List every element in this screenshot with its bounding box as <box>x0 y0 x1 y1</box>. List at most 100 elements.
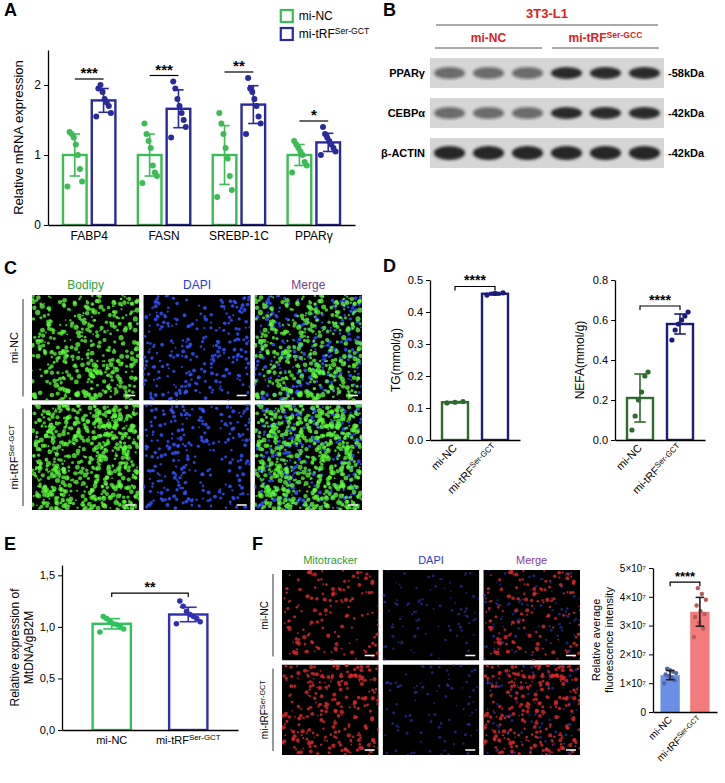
data-point <box>289 170 295 176</box>
stain-speck <box>280 379 282 381</box>
data-point <box>174 96 180 102</box>
stain-speck <box>80 362 85 367</box>
stain-speck <box>129 375 134 380</box>
stain-speck <box>264 365 268 369</box>
stain-speck <box>309 356 312 359</box>
stain-speck <box>132 362 136 366</box>
stain-speck <box>305 315 307 317</box>
stain-speck <box>90 387 93 390</box>
stain-speck <box>165 295 167 297</box>
stain-speck <box>53 337 56 340</box>
data-point <box>253 103 259 109</box>
stain-speck <box>295 302 300 307</box>
stain-speck <box>96 384 99 387</box>
stain-speck <box>62 372 64 374</box>
stain-speck <box>304 358 306 360</box>
stain-speck <box>308 301 312 305</box>
stain-speck <box>150 395 152 397</box>
stain-speck <box>118 323 120 325</box>
stain-speck <box>69 397 72 400</box>
stain-speck <box>289 355 291 357</box>
stain-speck <box>147 350 150 353</box>
stain-speck <box>103 330 107 334</box>
stain-speck <box>127 302 130 305</box>
stain-speck <box>32 428 35 433</box>
stain-speck <box>74 315 77 318</box>
stain-speck <box>45 331 47 333</box>
stain-speck <box>116 455 118 457</box>
stain-speck <box>181 366 183 368</box>
stain-speck <box>102 364 105 367</box>
stain-speck <box>263 375 266 378</box>
stain-speck <box>188 344 192 348</box>
stain-speck <box>322 295 324 297</box>
stain-speck <box>72 359 74 361</box>
stain-speck <box>67 483 72 488</box>
stain-speck <box>282 325 284 327</box>
error-bar-cap <box>70 175 80 177</box>
stain-speck <box>172 342 174 344</box>
stain-speck <box>167 306 170 309</box>
stain-speck <box>179 392 182 395</box>
stain-speck <box>322 372 326 376</box>
stain-speck <box>304 389 309 394</box>
stain-speck <box>49 419 51 421</box>
stain-speck <box>212 389 214 391</box>
stain-speck <box>107 406 109 408</box>
stain-speck <box>100 295 102 297</box>
x-axis: FABP4FASNSREBP-1CPPARγ <box>49 226 356 243</box>
stain-speck <box>318 330 321 333</box>
stain-speck <box>285 330 289 334</box>
microscopy-panel: BodipyDAPIMergemi-NCmi-tRFSer-GCT <box>7 278 364 512</box>
stain-speck <box>132 442 134 444</box>
error-bar-cap <box>173 127 183 129</box>
stain-speck <box>127 449 131 453</box>
size-label: -42kDa <box>668 107 705 119</box>
stain-speck <box>87 349 89 351</box>
stain-speck <box>358 391 361 394</box>
stain-speck <box>335 314 339 318</box>
stain-speck <box>114 393 116 395</box>
stain-speck <box>108 368 110 370</box>
scale-bar <box>237 395 247 397</box>
stain-speck <box>219 354 221 356</box>
error-bar-stem <box>327 133 329 151</box>
stain-speck <box>348 350 351 353</box>
stain-speck <box>281 399 283 401</box>
blot-band <box>473 67 504 79</box>
stain-speck <box>215 329 218 332</box>
stain-speck <box>223 352 225 354</box>
stain-speck <box>113 305 115 307</box>
stain-speck <box>352 375 357 380</box>
data-point <box>79 179 85 185</box>
stain-speck <box>81 481 86 486</box>
stain-speck <box>56 346 60 350</box>
stain-speck <box>184 385 187 388</box>
stain-speck <box>32 370 33 372</box>
stain-speck <box>291 397 294 400</box>
stain-speck <box>64 340 66 342</box>
stain-speck <box>116 359 121 364</box>
panel-label: D <box>383 256 396 276</box>
stain-speck <box>348 398 350 400</box>
error-bar-cap <box>98 88 108 90</box>
stain-speck <box>78 351 80 353</box>
data-point <box>170 79 176 85</box>
stain-speck <box>151 306 154 309</box>
stain-speck <box>107 329 109 331</box>
stain-speck <box>354 362 358 366</box>
legend: mi-NCmi-tRFSer-GCT <box>281 9 370 41</box>
stain-speck <box>32 297 34 300</box>
error-bar <box>70 134 80 176</box>
stain-speck <box>242 338 245 341</box>
stain-speck <box>313 302 317 306</box>
stain-speck <box>199 312 202 315</box>
stain-speck <box>85 311 89 315</box>
stain-speck <box>351 384 355 388</box>
stain-speck <box>302 295 304 297</box>
stain-speck <box>111 493 116 498</box>
stain-speck <box>231 361 234 364</box>
stain-speck <box>119 354 124 359</box>
stain-speck <box>196 319 198 321</box>
stain-speck <box>82 504 85 507</box>
